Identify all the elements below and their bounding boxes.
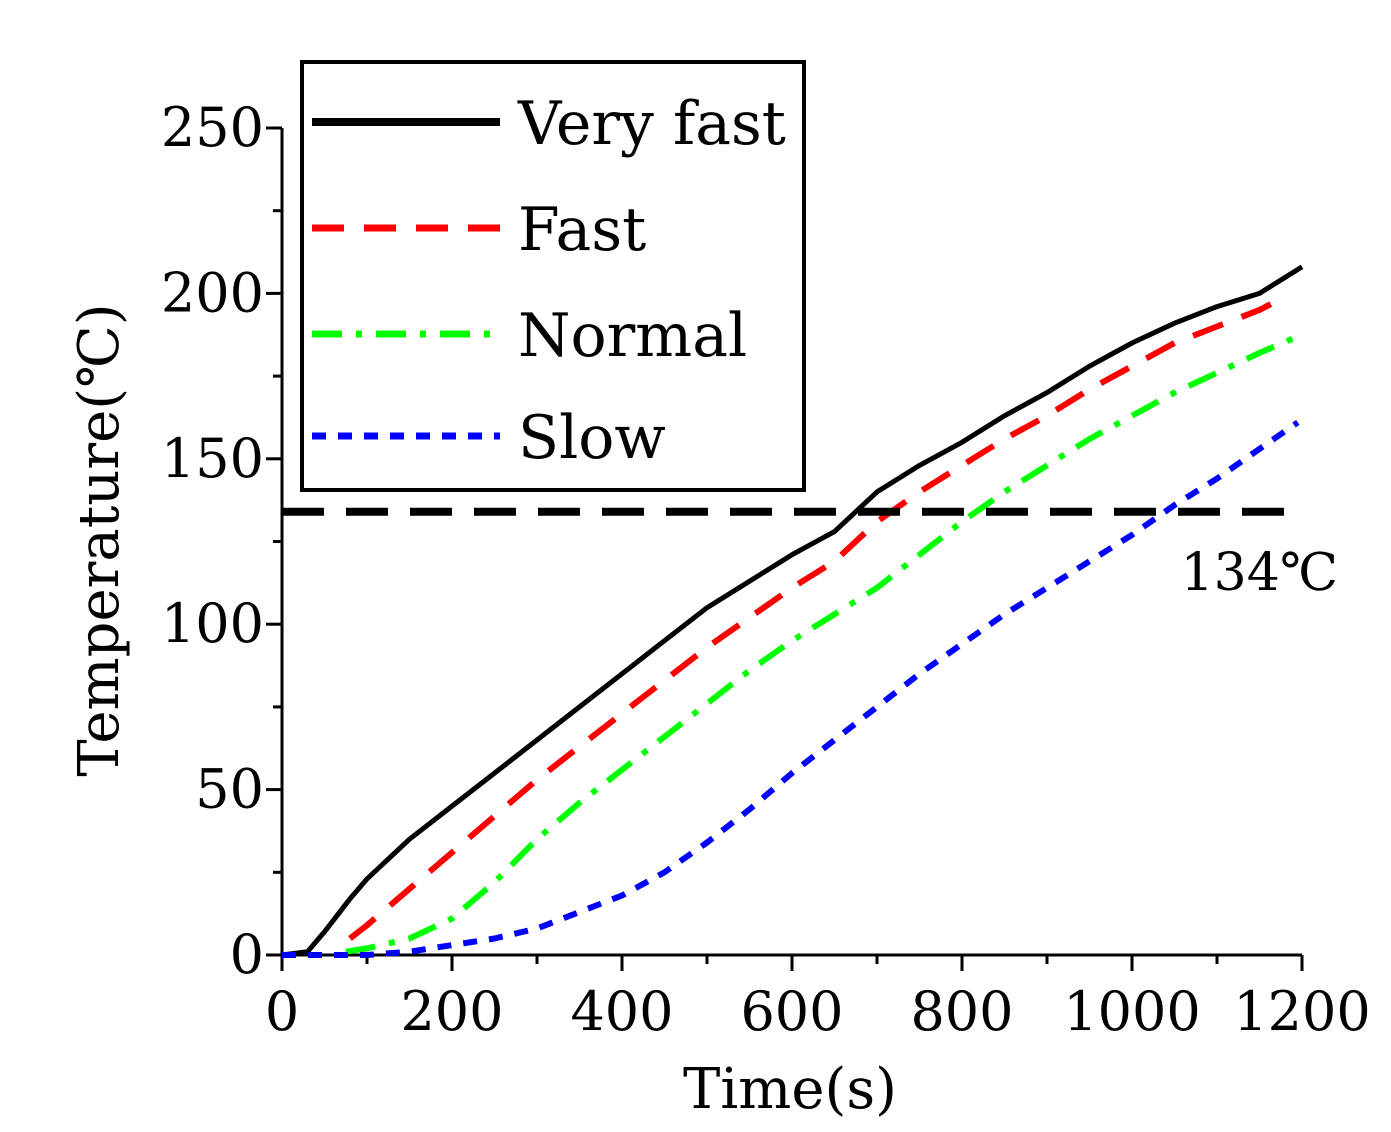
threshold-label: 134℃ (1181, 543, 1338, 603)
axes: 0 200 400 600 800 1000 1200 0 50 100 150 200 250 (161, 96, 1371, 1043)
x-tick-label: 400 (570, 980, 673, 1043)
plot-series (281, 264, 1304, 958)
y-tick-label: 250 (161, 96, 264, 159)
legend-label-normal: Normal (518, 301, 747, 371)
y-tick-label: 200 (161, 261, 264, 324)
legend-label-slow: Slow (518, 403, 666, 473)
series-line-fast (348, 294, 1287, 941)
legend-label-fast: Fast (518, 195, 646, 265)
y-tick-label: 0 (230, 923, 264, 986)
series-line-slow (282, 419, 1300, 958)
legend-label-very-fast: Very fast (517, 89, 786, 159)
x-tick-label: 1000 (1063, 980, 1200, 1043)
y-axis-title: Temperature(℃) (67, 303, 132, 776)
series-line-very-fast (281, 264, 1304, 958)
x-tick-label: 1200 (1233, 980, 1370, 1043)
y-tick-label: 150 (161, 427, 264, 490)
x-tick-label: 800 (910, 980, 1013, 1043)
y-tick-label: 100 (161, 592, 264, 655)
y-tick-label: 50 (195, 758, 264, 821)
x-tick-label: 0 (265, 980, 299, 1043)
legend: Very fast Fast Normal Slow (300, 60, 806, 492)
series-line-normal (345, 333, 1299, 955)
threshold-annotation: 134℃ (282, 507, 1338, 603)
legend-box (300, 60, 806, 492)
x-tick-label: 200 (400, 980, 503, 1043)
x-tick-label: 600 (740, 980, 843, 1043)
x-axis-title: Time(s) (683, 1057, 897, 1122)
